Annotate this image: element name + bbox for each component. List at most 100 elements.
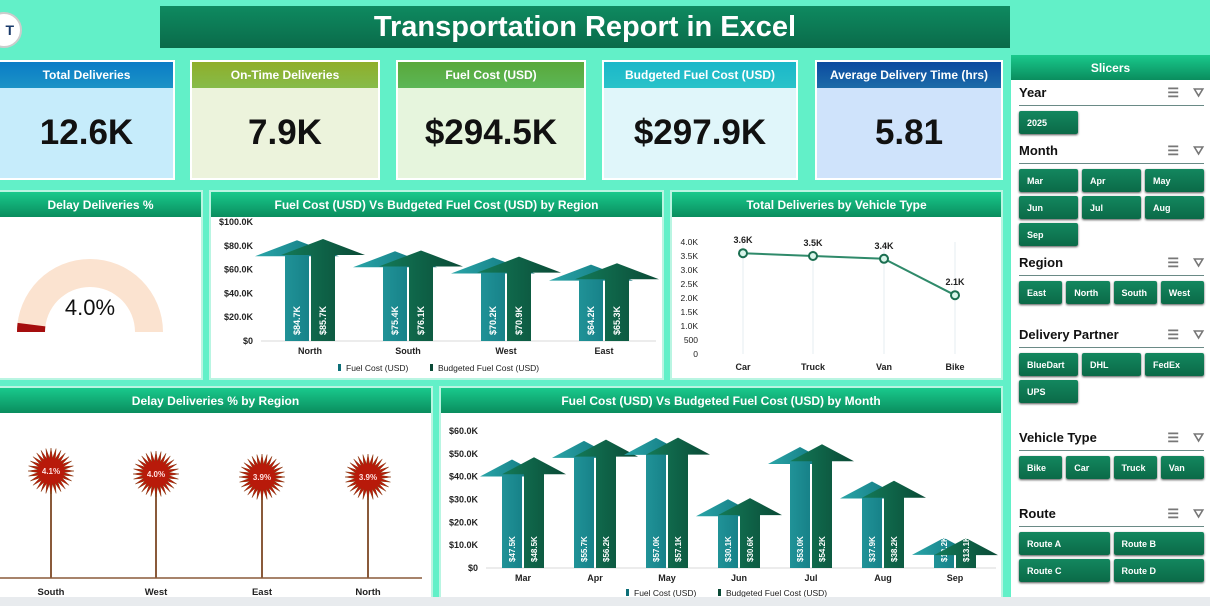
- slicer-button[interactable]: May: [1145, 169, 1204, 192]
- region-fuel-chart-panel: Fuel Cost (USD) Vs Budgeted Fuel Cost (U…: [209, 190, 664, 380]
- x-tick-label: Van: [876, 362, 892, 372]
- x-tick-label: North: [298, 346, 322, 356]
- logo-text: T: [5, 22, 14, 38]
- slicer-button[interactable]: Route B: [1113, 532, 1204, 555]
- kpi-card: Average Delivery Time (hrs) 5.81: [815, 60, 1003, 180]
- multi-select-icon[interactable]: ☰: [1167, 142, 1180, 158]
- slicer-route: Route ☰ ⛛ Route A Route B Route C Route D: [1011, 501, 1210, 586]
- clear-filter-icon[interactable]: ⛛: [1193, 84, 1204, 100]
- slicer-button[interactable]: FedEx: [1145, 353, 1204, 376]
- data-label: $85.7K: [318, 305, 328, 335]
- data-label: $48.5K: [530, 536, 539, 562]
- legend-label: Fuel Cost (USD): [634, 588, 697, 598]
- slicer-button[interactable]: Route C: [1019, 559, 1110, 582]
- x-tick-label: Car: [735, 362, 751, 372]
- kpi-value: $294.5K: [398, 88, 584, 178]
- arrow-bar: [840, 481, 904, 568]
- kpi-label: Total Deliveries: [0, 62, 173, 88]
- panel-title: Fuel Cost (USD) Vs Budgeted Fuel Cost (U…: [211, 192, 662, 217]
- data-label: $76.1K: [416, 305, 426, 335]
- arrow-bar: [451, 257, 535, 341]
- x-tick-label: South: [395, 346, 421, 356]
- kpi-value: 12.6K: [0, 88, 173, 178]
- kpi-card: On-Time Deliveries 7.9K: [190, 60, 380, 180]
- slicer-header: Delivery Partner ☰ ⛛: [1019, 322, 1204, 348]
- y-tick-label: $0: [243, 336, 253, 346]
- slicers-panel: Slicers Year ☰ ⛛ 2025 Month ☰ ⛛ Mar Apr May Jun Jul…: [1011, 55, 1210, 600]
- slicer-button[interactable]: Car: [1066, 456, 1110, 479]
- slicer-button[interactable]: Bike: [1019, 456, 1063, 479]
- slicer-button[interactable]: Mar: [1019, 169, 1078, 192]
- clear-filter-icon[interactable]: ⛛: [1193, 505, 1204, 521]
- multi-select-icon[interactable]: ☰: [1167, 326, 1180, 342]
- slicer-button[interactable]: Jul: [1082, 196, 1141, 219]
- data-label: $70.2K: [488, 305, 498, 335]
- slicer-button[interactable]: DHL: [1082, 353, 1141, 376]
- gauge-fill: [17, 322, 46, 332]
- y-tick-label: 2.5K: [681, 279, 699, 289]
- gauge-chart: 4.0%: [17, 259, 163, 332]
- slicer-button[interactable]: BlueDart: [1019, 353, 1078, 376]
- data-label: $30.6K: [746, 536, 755, 562]
- slicer-button[interactable]: North: [1066, 281, 1110, 304]
- multi-select-icon[interactable]: ☰: [1167, 254, 1180, 270]
- data-label: 3.6K: [733, 235, 753, 245]
- slicer-button[interactable]: Van: [1160, 456, 1204, 479]
- clear-filter-icon[interactable]: ⛛: [1193, 254, 1204, 270]
- slicer-button[interactable]: Apr: [1082, 169, 1141, 192]
- slicer-button[interactable]: West: [1160, 281, 1204, 304]
- slicer-button[interactable]: Sep: [1019, 223, 1078, 246]
- multi-select-icon[interactable]: ☰: [1167, 505, 1180, 521]
- x-tick-label: East: [252, 587, 273, 598]
- slicer-button[interactable]: Truck: [1113, 456, 1157, 479]
- legend-label: Fuel Cost (USD): [346, 363, 409, 373]
- x-tick-label: Jun: [731, 573, 747, 583]
- x-tick-label: Mar: [515, 573, 532, 583]
- data-point: [808, 251, 818, 261]
- multi-select-icon[interactable]: ☰: [1167, 429, 1180, 445]
- y-tick-label: 2.0K: [681, 293, 699, 303]
- kpi-label: On-Time Deliveries: [192, 62, 378, 88]
- gauge-track: [17, 259, 163, 332]
- vehicle-chart-panel: Total Deliveries by Vehicle Type 0 500 1.0…: [670, 190, 1003, 380]
- slicers-title: Slicers: [1011, 55, 1210, 80]
- y-tick-label: $80.0K: [224, 241, 254, 251]
- slicer-button[interactable]: Jun: [1019, 196, 1078, 219]
- slicer-button[interactable]: Aug: [1145, 196, 1204, 219]
- legend-label: Budgeted Fuel Cost (USD): [438, 363, 539, 373]
- data-label: 4.1%: [42, 467, 60, 476]
- data-label: 3.4K: [874, 241, 894, 251]
- month-fuel-chart: $0 $10.0K $20.0K $30.0K $40.0K $50.0K $60.0K $4…: [449, 426, 998, 598]
- kpi-card: Total Deliveries 12.6K: [0, 60, 175, 180]
- slicer-button[interactable]: UPS: [1019, 380, 1078, 403]
- data-label: 4.0%: [147, 470, 165, 479]
- sheet-tabs-bar[interactable]: [0, 597, 1210, 606]
- slicer-button[interactable]: South: [1113, 281, 1157, 304]
- clear-filter-icon[interactable]: ⛛: [1193, 142, 1204, 158]
- y-tick-label: $60.0K: [224, 265, 254, 275]
- starburst-marker: [132, 450, 180, 498]
- month-fuel-chart-panel: Fuel Cost (USD) Vs Budgeted Fuel Cost (U…: [439, 386, 1003, 600]
- starburst-marker: [27, 447, 75, 495]
- delay-gauge-panel: Delay Deliveries % 4.0%: [0, 190, 203, 380]
- kpi-value: $297.9K: [604, 88, 796, 178]
- slicer-button[interactable]: Route D: [1113, 559, 1204, 582]
- y-tick-label: 500: [684, 335, 698, 345]
- y-tick-label: $0: [468, 563, 478, 573]
- slicer-delivery-partner: Delivery Partner ☰ ⛛ BlueDart DHL FedEx UPS: [1011, 322, 1210, 407]
- data-label: $47.5K: [508, 536, 517, 562]
- clear-filter-icon[interactable]: ⛛: [1193, 326, 1204, 342]
- x-tick-label: West: [145, 587, 168, 598]
- slicer-vehicle-type: Vehicle Type ☰ ⛛ Bike Car Truck Van: [1011, 425, 1210, 483]
- slicer-header: Route ☰ ⛛: [1019, 501, 1204, 527]
- data-label: $57.0K: [652, 536, 661, 562]
- data-label: 2.1K: [945, 277, 965, 287]
- slicer-button[interactable]: East: [1019, 281, 1063, 304]
- slicer-button[interactable]: Route A: [1019, 532, 1110, 555]
- clear-filter-icon[interactable]: ⛛: [1193, 429, 1204, 445]
- multi-select-icon[interactable]: ☰: [1167, 84, 1180, 100]
- slicer-button[interactable]: 2025: [1019, 111, 1078, 134]
- slicer-header: Month ☰ ⛛: [1019, 138, 1204, 164]
- arrow-bar: [477, 256, 561, 341]
- kpi-label: Average Delivery Time (hrs): [817, 62, 1001, 88]
